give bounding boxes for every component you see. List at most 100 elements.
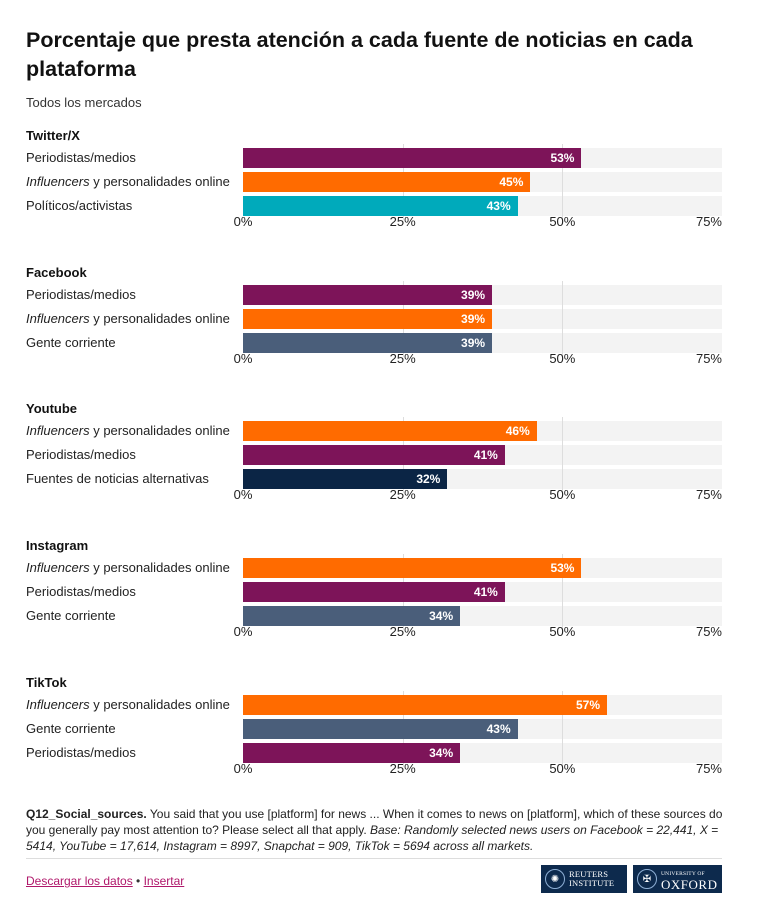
bar <box>243 743 461 763</box>
bar <box>243 469 448 489</box>
axis-tick-label: 50% <box>549 624 576 639</box>
bar <box>243 558 582 578</box>
panel-title: Facebook <box>26 265 87 280</box>
axis-tick-label: 75% <box>695 351 722 366</box>
axis-tick-label: 0% <box>233 487 253 502</box>
row-label-italic: Influencers <box>26 560 90 575</box>
row-label-text: y personalidades online <box>89 560 230 575</box>
bar <box>243 582 505 602</box>
row-label: Periodistas/medios <box>26 445 136 465</box>
bar-value-label: 57% <box>576 698 601 712</box>
axis-tick-label: 0% <box>233 761 253 776</box>
bar <box>243 285 493 305</box>
download-data-link[interactable]: Descargar los datos <box>26 874 133 888</box>
bar <box>243 421 537 441</box>
footnote-code: Q12_Social_sources. <box>26 807 147 821</box>
oxford-university-logo[interactable]: ✠ UNIVERSITY OF OXFORD <box>633 865 722 893</box>
row-label: Periodistas/medios <box>26 582 136 602</box>
axis-tick-label: 25% <box>389 351 416 366</box>
row-label: Periodistas/medios <box>26 285 136 305</box>
axis-tick-label: 75% <box>695 624 722 639</box>
axis-tick-label: 0% <box>233 351 253 366</box>
row-label-text: Periodistas/medios <box>26 287 136 302</box>
footer-links: Descargar los datos • Insertar <box>26 874 184 888</box>
axis-tick-label: 25% <box>389 624 416 639</box>
reuters-dots-icon: ✺ <box>545 869 565 889</box>
reuters-institute-logo[interactable]: ✺ REUTERS INSTITUTE <box>541 865 627 893</box>
bar <box>243 333 493 353</box>
row-label: Políticos/activistas <box>26 196 132 216</box>
row-label-text: y personalidades online <box>89 423 230 438</box>
row-label: Gente corriente <box>26 606 116 626</box>
panel-title: Instagram <box>26 538 89 553</box>
row-label-text: Periodistas/medios <box>26 447 136 462</box>
row-label-text: y personalidades online <box>89 697 230 712</box>
reuters-logo-line2: INSTITUTE <box>569 878 615 888</box>
axis-tick-label: 75% <box>695 487 722 502</box>
bar-value-label: 41% <box>473 585 498 599</box>
bar <box>243 606 461 626</box>
row-label-text: Gente corriente <box>26 335 116 350</box>
axis-tick-label: 75% <box>695 214 722 229</box>
chart-subtitle: Todos los mercados <box>26 95 142 110</box>
row-label: Influencers y personalidades online <box>26 309 230 329</box>
bar-value-label: 39% <box>461 288 486 302</box>
chart-panel: Twitter/X Periodistas/medios 53% Influencer… <box>0 128 760 258</box>
row-label: Influencers y personalidades online <box>26 695 230 715</box>
row-label: Gente corriente <box>26 333 116 353</box>
bar-value-label: 43% <box>486 199 511 213</box>
row-label: Influencers y personalidades online <box>26 421 230 441</box>
bar <box>243 445 505 465</box>
row-label-text: Periodistas/medios <box>26 150 136 165</box>
row-label: Influencers y personalidades online <box>26 558 230 578</box>
footnote: Q12_Social_sources. You said that you us… <box>26 806 726 854</box>
bar-value-label: 45% <box>499 175 524 189</box>
row-label-italic: Influencers <box>26 697 90 712</box>
axis-tick-label: 50% <box>549 761 576 776</box>
embed-link[interactable]: Insertar <box>143 874 185 888</box>
gridline <box>562 144 564 220</box>
axis-tick-label: 75% <box>695 761 722 776</box>
axis-tick-label: 0% <box>233 214 253 229</box>
axis-tick-label: 25% <box>389 214 416 229</box>
row-label-italic: Influencers <box>26 311 90 326</box>
oxford-crest-icon: ✠ <box>637 869 657 889</box>
footnote-base: Base: Randomly selected news users on Fa… <box>26 823 719 853</box>
bar <box>243 695 608 715</box>
panel-title: Twitter/X <box>26 128 80 143</box>
row-label-text: Periodistas/medios <box>26 745 136 760</box>
row-label: Gente corriente <box>26 719 116 739</box>
gridline <box>562 554 564 630</box>
footnote-question: You said that you use [platform] for new… <box>26 807 723 837</box>
row-label-text: Gente corriente <box>26 608 116 623</box>
gridline <box>562 691 564 767</box>
bar-value-label: 39% <box>461 312 486 326</box>
chart-panel: Instagram Influencers y personalidades on… <box>0 538 760 668</box>
chart-panel: TikTok Influencers y personalidades onlin… <box>0 675 760 805</box>
footer-divider <box>26 858 722 859</box>
gridline <box>562 281 564 357</box>
bar-value-label: 32% <box>416 472 441 486</box>
chart-panel: Youtube Influencers y personalidades onli… <box>0 401 760 531</box>
bar-value-label: 46% <box>505 424 530 438</box>
links-separator: • <box>132 874 144 888</box>
row-label: Periodistas/medios <box>26 743 136 763</box>
bar <box>243 172 531 192</box>
panel-title: TikTok <box>26 675 67 690</box>
oxford-logo-line1: UNIVERSITY OF <box>661 870 705 877</box>
panel-title: Youtube <box>26 401 78 416</box>
row-label-text: Periodistas/medios <box>26 584 136 599</box>
row-label: Fuentes de noticias alternativas <box>26 469 209 489</box>
row-label-text: Gente corriente <box>26 721 116 736</box>
axis-tick-label: 50% <box>549 487 576 502</box>
axis-tick-label: 25% <box>389 487 416 502</box>
chart-title: Porcentaje que presta atención a cada fu… <box>26 28 693 81</box>
bar-value-label: 53% <box>550 561 575 575</box>
axis-tick-label: 0% <box>233 624 253 639</box>
row-label-italic: Influencers <box>26 423 90 438</box>
row-label-text: Fuentes de noticias alternativas <box>26 471 209 486</box>
axis-tick-label: 50% <box>549 214 576 229</box>
row-label-text: Políticos/activistas <box>26 198 133 213</box>
bar-value-label: 39% <box>461 336 486 350</box>
axis-tick-label: 25% <box>389 761 416 776</box>
